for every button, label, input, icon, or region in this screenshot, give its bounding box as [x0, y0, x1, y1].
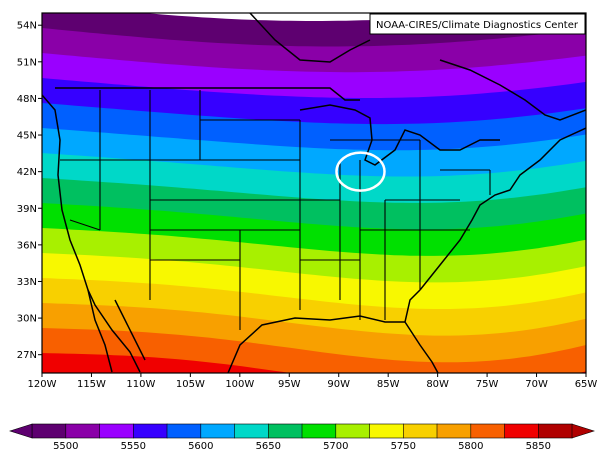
colorbar-labels: 5500 5550 5600 5650 5700 5750 5800 5850: [53, 441, 551, 452]
lon-tick-label: 110W: [126, 379, 155, 390]
credit-text: NOAA-CIRES/Climate Diagnostics Center: [376, 20, 579, 31]
great-lakes: [299, 104, 500, 166]
us-canada-border: [55, 87, 360, 101]
lon-tick-label: 115W: [77, 379, 106, 390]
lon-tick-label: 80W: [426, 379, 449, 390]
colorbar-segment: [402, 423, 438, 439]
east-coast: [419, 127, 586, 291]
colorbar-segment: [301, 423, 337, 439]
colorbar-high-arrow: [571, 423, 595, 439]
latitude-labels: 54N 51N 48N 45N 42N 39N 36N 33N 30N 27N: [17, 21, 42, 361]
colorbar-segment: [166, 423, 202, 439]
colorbar-tick-label: 5750: [391, 441, 416, 452]
lon-tick-label: 90W: [327, 379, 350, 390]
state-borders: [60, 90, 491, 330]
colorbar-segment: [200, 423, 236, 439]
colorbar-segment: [369, 423, 404, 439]
canada-east-coast: [439, 59, 586, 121]
map-panel: [42, 13, 586, 423]
colorbar-segment: [99, 423, 134, 439]
west-coast: [42, 94, 141, 373]
colorbar-segment: [335, 423, 371, 439]
gulf-coast: [227, 315, 405, 373]
colorbar-segment: [234, 423, 269, 439]
lat-tick-label: 33N: [17, 277, 37, 288]
colorbar-tick-label: 5800: [458, 441, 483, 452]
credit-box: NOAA-CIRES/Climate Diagnostics Center: [369, 13, 586, 35]
highlight-ellipse: [335, 151, 386, 192]
colorbar-low-arrow: [9, 423, 33, 439]
map-frame: [41, 12, 587, 374]
colorbar-tick-label: 5650: [256, 441, 281, 452]
colorbar-tick-label: 5700: [323, 441, 348, 452]
contour-bands: [42, 13, 586, 423]
lat-tick-label: 51N: [17, 57, 37, 68]
credit-box-frame: [369, 13, 586, 35]
lon-tick-label: 85W: [377, 379, 400, 390]
lon-tick-label: 70W: [525, 379, 548, 390]
lat-tick-label: 30N: [17, 314, 37, 325]
lat-tick-label: 54N: [17, 21, 37, 32]
lon-tick-label: 120W: [28, 379, 57, 390]
lat-tick-label: 36N: [17, 240, 37, 251]
gulf-of-california-coast: [114, 299, 146, 361]
colorbar-segment: [470, 423, 506, 439]
contour-band-15: [42, 378, 586, 423]
colorbar-segment: [267, 423, 303, 439]
colorbar-segment: [537, 423, 573, 439]
florida: [404, 289, 439, 373]
lon-tick-label: 105W: [176, 379, 205, 390]
lat-tick-label: 27N: [17, 350, 37, 361]
colorbar-segment: [504, 423, 539, 439]
hudson-bay-shore: [249, 13, 371, 63]
lon-tick-label: 65W: [575, 379, 598, 390]
state-border-lines: [60, 90, 491, 330]
coastlines: [42, 13, 586, 373]
lat-tick-label: 42N: [17, 167, 37, 178]
lon-tick-label: 95W: [278, 379, 301, 390]
lat-tick-label: 48N: [17, 94, 37, 105]
lat-tick-label: 39N: [17, 204, 37, 215]
colorbar-tick-label: 5550: [121, 441, 146, 452]
longitude-labels: 120W 115W 110W 105W 100W 95W 90W 85W 80W 75W 70W 65…: [28, 373, 598, 390]
colorbar-segment: [65, 423, 101, 439]
colorbar-segment: [133, 423, 168, 439]
lat-tick-label: 45N: [17, 131, 37, 142]
colorbar-tick-label: 5850: [526, 441, 551, 452]
colorbar-segment: [436, 423, 472, 439]
colorbar-segment: [31, 423, 67, 439]
colorbar-tick-label: 5600: [188, 441, 213, 452]
lon-tick-label: 100W: [225, 379, 254, 390]
colorbar-tick-label: 5500: [53, 441, 78, 452]
lon-tick-label: 75W: [476, 379, 499, 390]
contour-band-14: [42, 353, 586, 373]
baja-california: [87, 289, 113, 373]
colorbar: [9, 423, 595, 439]
